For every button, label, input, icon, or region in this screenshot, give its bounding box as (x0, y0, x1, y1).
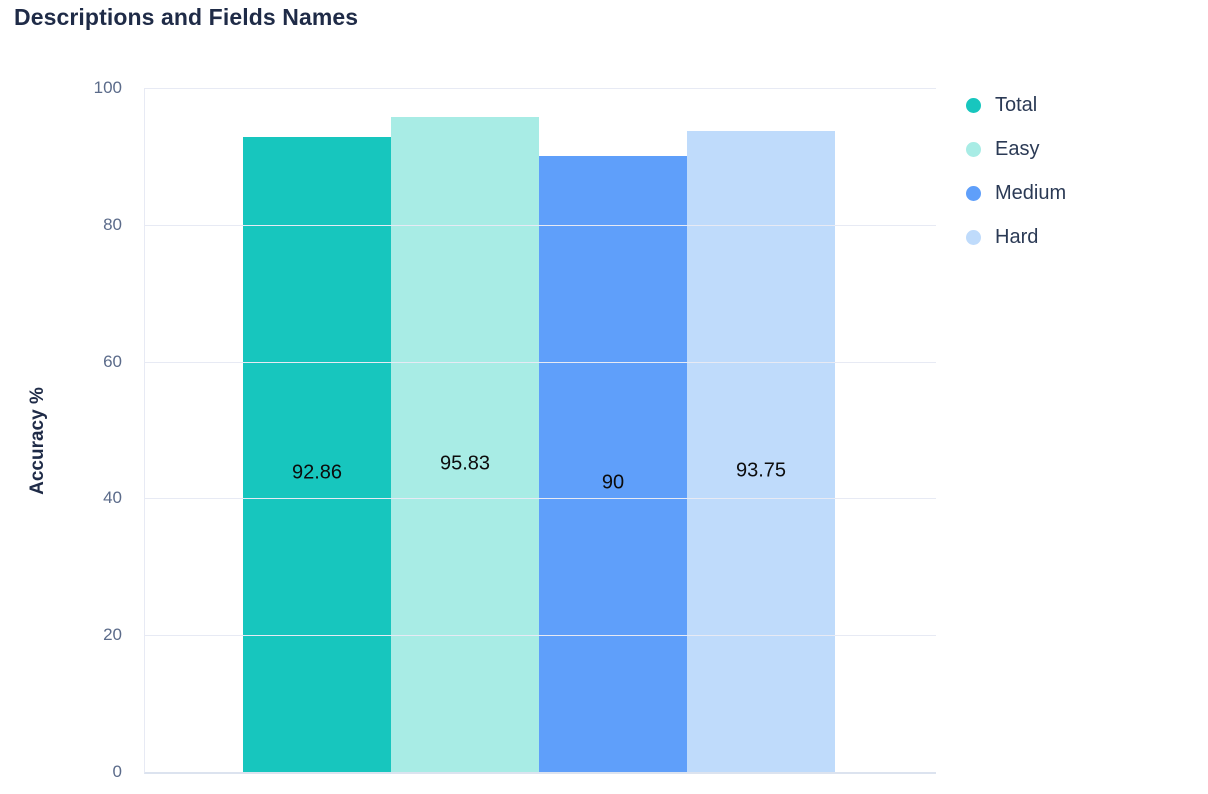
y-tick-label-40: 40 (103, 488, 122, 508)
legend-item-easy[interactable]: Easy (966, 137, 1066, 161)
gridline-40 (145, 498, 936, 500)
y-tick-label-100: 100 (93, 78, 122, 97)
legend-dot-icon (966, 141, 981, 157)
legend: Total Easy Medium Hard (966, 93, 1066, 249)
bar-easy[interactable]: 95.83 (391, 116, 539, 772)
gridline-20 (145, 635, 936, 637)
y-tick-label-80: 80 (103, 214, 122, 234)
y-axis-tick-labels: 0 20 40 60 80 100 (40, 78, 122, 781)
legend-item-hard[interactable]: Hard (966, 225, 1066, 249)
plot-area: 92.86 95.83 90 93.75 (144, 88, 936, 774)
bar-value-label-medium: 90 (601, 471, 625, 494)
legend-item-total[interactable]: Total (966, 93, 1066, 117)
bar-medium[interactable]: 90 (539, 156, 687, 772)
bar-value-label-hard: 93.75 (735, 459, 787, 482)
bar-total[interactable]: 92.86 (243, 136, 391, 772)
gridline-60 (145, 361, 936, 363)
bar-value-label-total: 92.86 (291, 461, 343, 484)
legend-dot-icon (966, 229, 981, 245)
legend-label: Easy (995, 137, 1040, 160)
y-tick-label-60: 60 (103, 351, 122, 371)
chart-title: Descriptions and Fields Names (14, 4, 359, 30)
bar-hard[interactable]: 93.75 (687, 130, 835, 772)
legend-label: Medium (995, 181, 1067, 204)
bar-group: 92.86 95.83 90 93.75 (243, 116, 835, 772)
legend-dot-icon (966, 97, 981, 113)
gridline-80 (145, 224, 936, 226)
legend-label: Total (995, 93, 1038, 116)
bar-value-label-easy: 95.83 (439, 452, 491, 475)
gridline-100 (145, 88, 936, 89)
y-tick-label-20: 20 (103, 625, 122, 645)
legend-item-medium[interactable]: Medium (966, 181, 1066, 205)
y-tick-label-0: 0 (112, 762, 122, 781)
legend-dot-icon (966, 185, 981, 201)
legend-label: Hard (995, 225, 1039, 248)
